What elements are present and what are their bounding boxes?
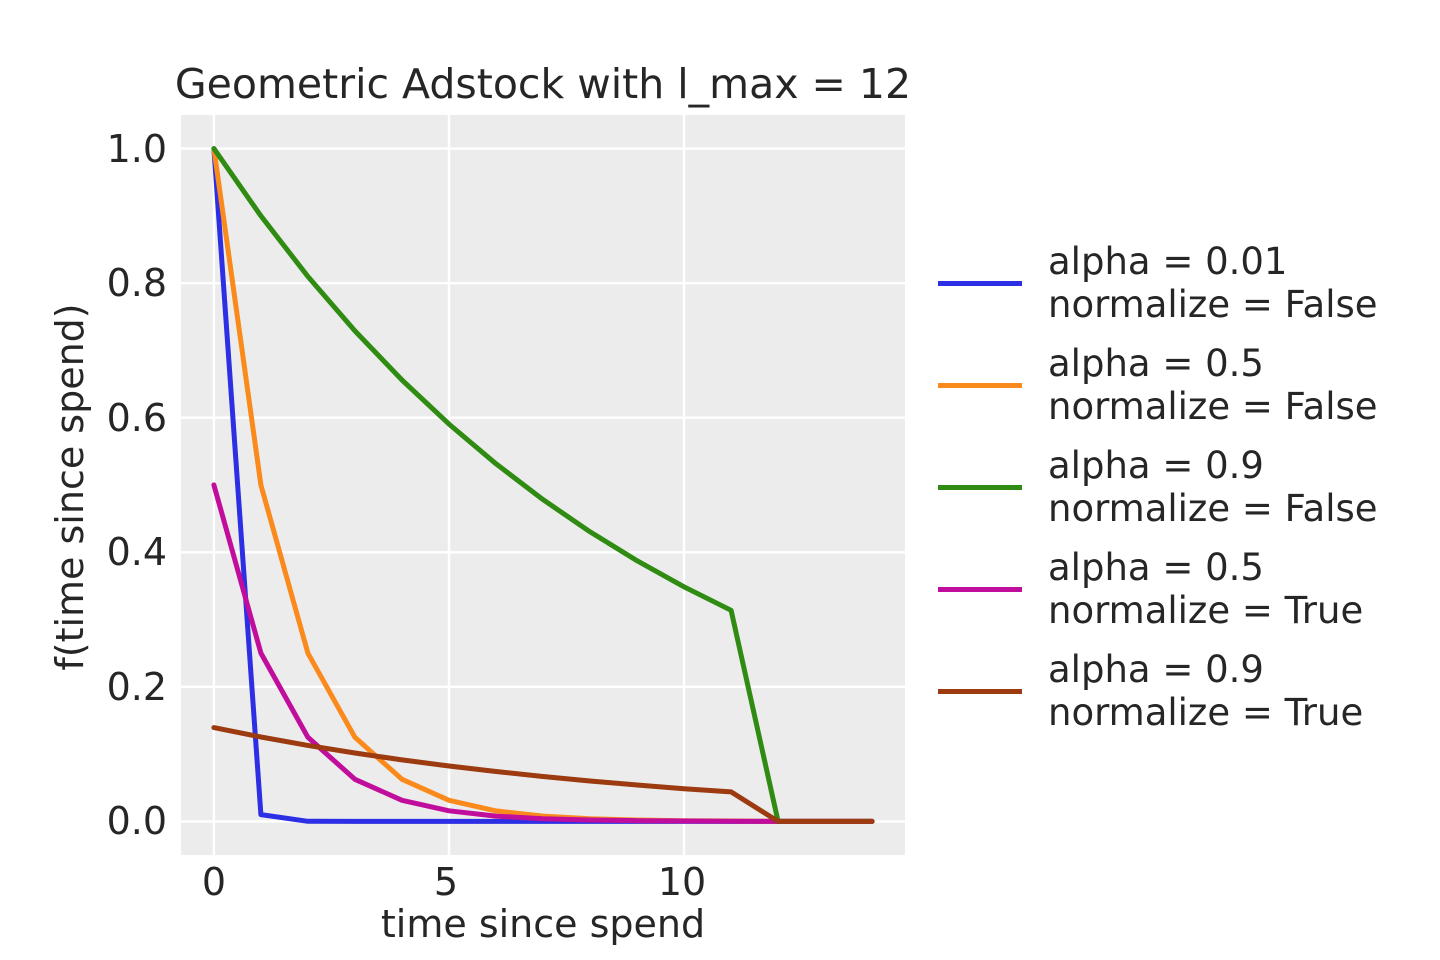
y-tick-label: 0.0 — [106, 799, 167, 843]
plot-area — [181, 115, 905, 855]
legend-entry: alpha = 0.5 normalize = True — [936, 546, 1378, 632]
chart-title: Geometric Adstock with l_max = 12 — [174, 60, 912, 108]
y-tick-label: 0.6 — [106, 396, 167, 440]
legend-entry-label: alpha = 0.01 normalize = False — [1048, 240, 1378, 326]
legend-line-swatch — [938, 484, 1022, 490]
legend-entry-label: alpha = 0.5 normalize = False — [1048, 342, 1378, 428]
legend-label-line2: normalize = True — [1048, 691, 1364, 734]
y-tick-label: 0.8 — [106, 261, 167, 305]
legend-label-line2: normalize = False — [1048, 487, 1378, 530]
legend-entry: alpha = 0.5 normalize = False — [936, 342, 1378, 428]
x-tick-label: 5 — [433, 860, 459, 904]
legend-label-line1: alpha = 0.5 — [1048, 546, 1264, 589]
legend-label-line1: alpha = 0.01 — [1048, 240, 1288, 283]
x-axis-label: time since spend — [380, 902, 706, 946]
y-tick-label: 1.0 — [106, 127, 167, 171]
legend-line-swatch — [938, 688, 1022, 694]
y-axis-label: f(time since spend) — [48, 303, 92, 671]
legend: alpha = 0.01 normalize = False alpha = 0… — [936, 240, 1378, 750]
legend-entry-label: alpha = 0.9 normalize = False — [1048, 444, 1378, 530]
x-tick-label: 0 — [201, 860, 227, 904]
legend-label-line2: normalize = True — [1048, 589, 1364, 632]
y-tick-label: 0.2 — [106, 665, 167, 709]
legend-label-line1: alpha = 0.9 — [1048, 444, 1264, 487]
legend-entry: alpha = 0.9 normalize = True — [936, 648, 1378, 734]
y-tick-label: 0.4 — [106, 530, 167, 574]
legend-label-line2: normalize = False — [1048, 385, 1378, 428]
legend-entry-label: alpha = 0.9 normalize = True — [1048, 648, 1363, 734]
legend-entry: alpha = 0.9 normalize = False — [936, 444, 1378, 530]
x-tick-label: 10 — [657, 860, 707, 904]
legend-line-swatch — [938, 280, 1022, 286]
legend-label-line2: normalize = False — [1048, 283, 1378, 326]
legend-entry-label: alpha = 0.5 normalize = True — [1048, 546, 1363, 632]
legend-label-line1: alpha = 0.5 — [1048, 342, 1264, 385]
legend-label-line1: alpha = 0.9 — [1048, 648, 1264, 691]
legend-entry: alpha = 0.01 normalize = False — [936, 240, 1378, 326]
legend-line-swatch — [938, 586, 1022, 592]
legend-line-swatch — [938, 382, 1022, 388]
